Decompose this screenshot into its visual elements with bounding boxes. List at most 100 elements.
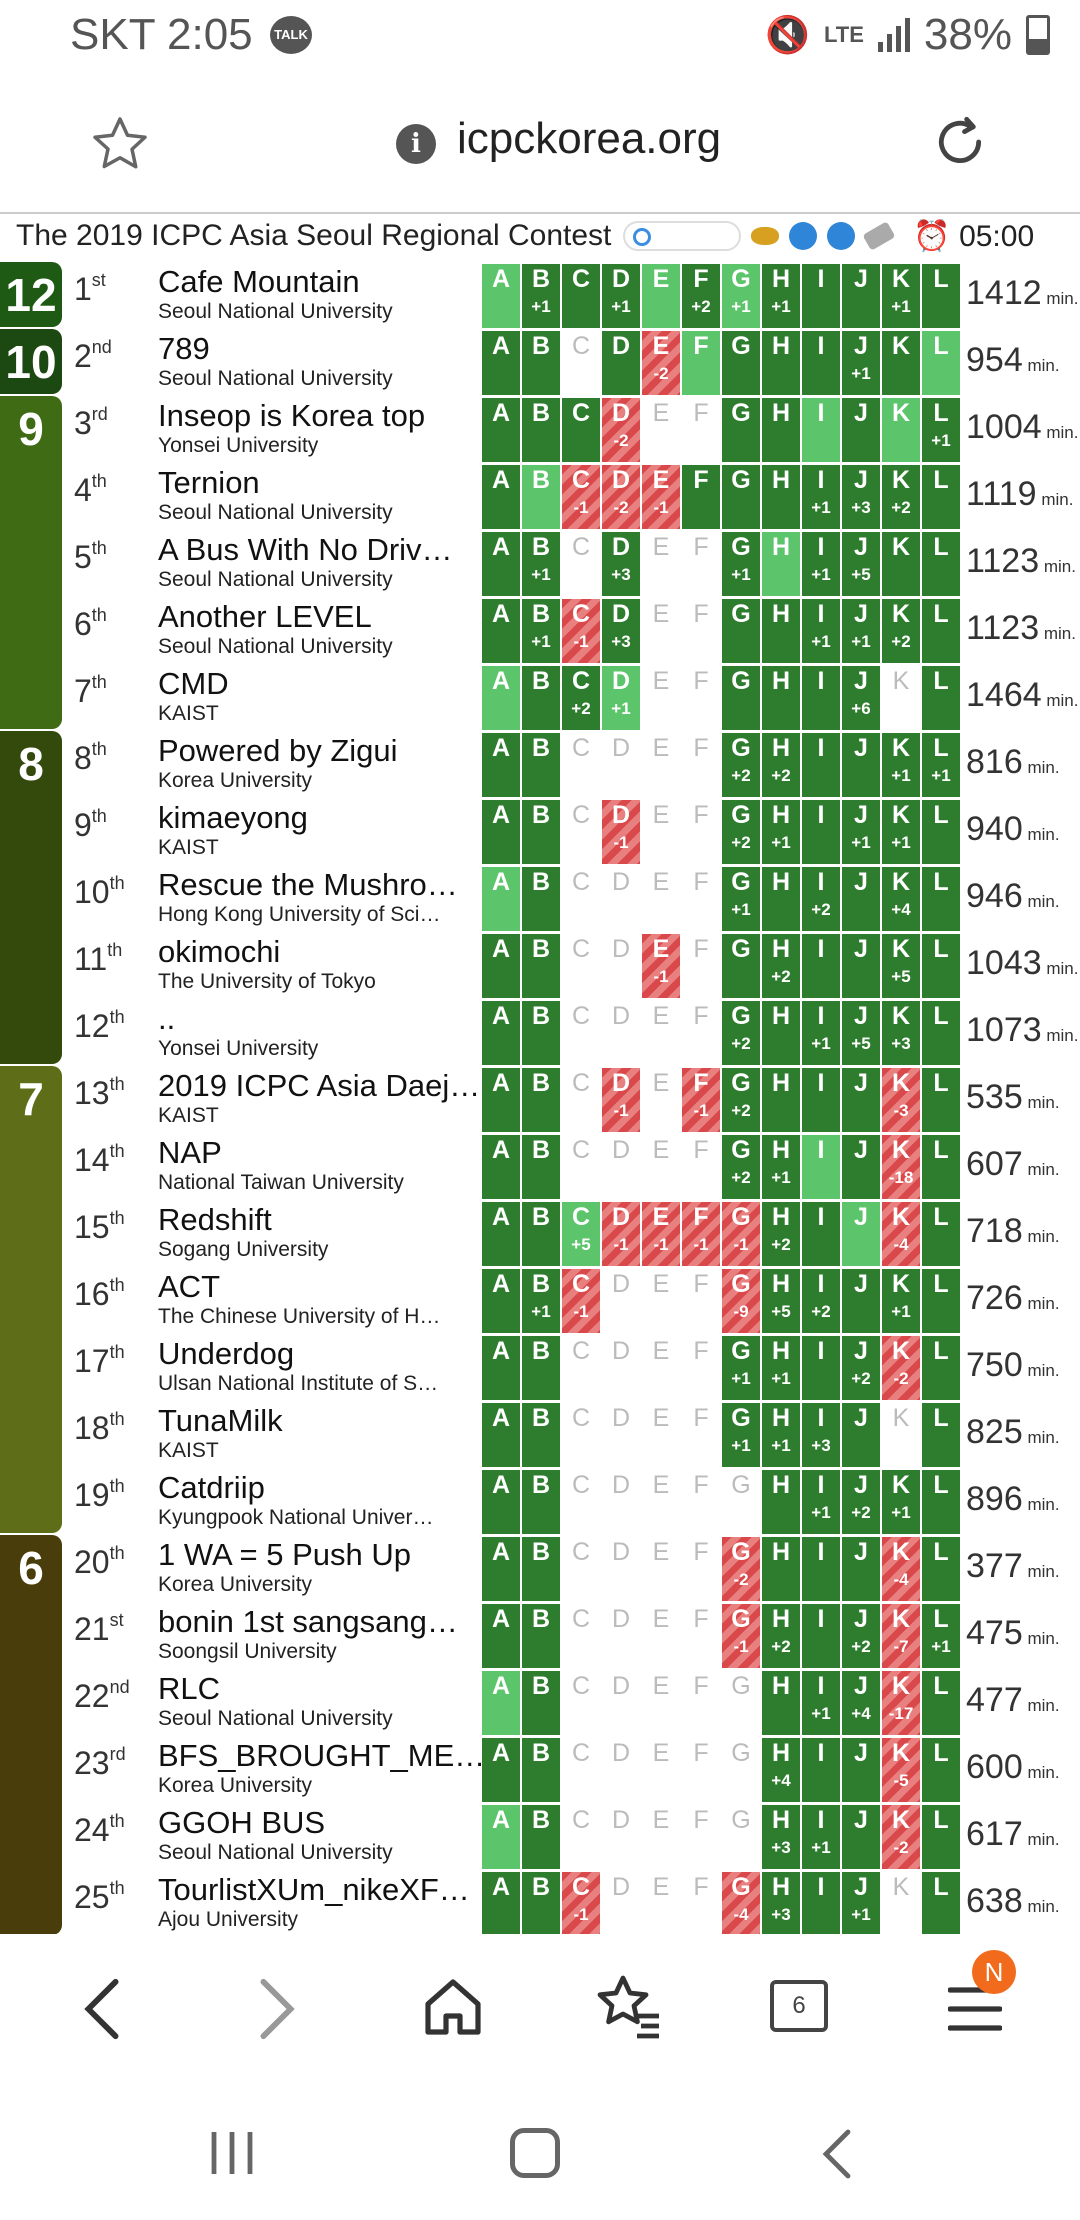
problem-cell[interactable]: K +3 <box>882 1001 920 1065</box>
problem-cell[interactable]: G -4 <box>722 1872 760 1934</box>
problem-cell[interactable]: F -1 <box>682 1202 720 1266</box>
problem-cell[interactable]: K +2 <box>882 465 920 529</box>
table-row[interactable]: 16th ACT The Chinese University of H… A B +1 C… <box>0 1267 1080 1334</box>
problem-cell[interactable]: J +5 <box>842 532 880 596</box>
problem-cell[interactable]: I <box>802 331 840 395</box>
problem-cell[interactable]: A <box>482 1738 520 1802</box>
problem-cell[interactable]: B <box>522 934 560 998</box>
problem-cell[interactable]: E -1 <box>642 934 680 998</box>
problem-cell[interactable]: D <box>602 1872 640 1934</box>
problem-cell[interactable]: J +2 <box>842 1604 880 1668</box>
problem-cell[interactable]: L <box>922 1202 960 1266</box>
table-row[interactable]: 24th GGOH BUS Seoul National University A B C… <box>0 1803 1080 1870</box>
problem-cell[interactable]: A <box>482 1671 520 1735</box>
problem-cell[interactable]: D <box>602 934 640 998</box>
team-name[interactable]: bonin 1st sangsang… <box>158 1604 458 1639</box>
team-name[interactable]: okimochi <box>158 934 281 969</box>
team-name[interactable]: kimaeyong <box>158 800 308 835</box>
problem-cell[interactable]: B +1 <box>522 599 560 663</box>
table-row[interactable]: 6th Another LEVEL Seoul National Universit… <box>0 597 1080 664</box>
problem-cell[interactable]: A <box>482 1001 520 1065</box>
team-name[interactable]: TunaMilk <box>158 1403 283 1438</box>
problem-cell[interactable]: B +1 <box>522 264 560 328</box>
problem-cell[interactable]: A <box>482 1336 520 1400</box>
problem-cell[interactable]: B +1 <box>522 532 560 596</box>
problem-cell[interactable]: I <box>802 1135 840 1199</box>
notify-icon[interactable] <box>862 221 896 251</box>
problem-cell[interactable]: B <box>522 1135 560 1199</box>
problem-cell[interactable]: B <box>522 1805 560 1869</box>
problem-cell[interactable]: L <box>922 1805 960 1869</box>
problem-cell[interactable]: K +1 <box>882 264 920 328</box>
problem-cell[interactable]: A <box>482 1403 520 1467</box>
problem-cell[interactable]: J +1 <box>842 599 880 663</box>
problem-cell[interactable]: G +2 <box>722 1001 760 1065</box>
problem-cell[interactable]: F <box>682 733 720 797</box>
problem-cell[interactable]: A <box>482 666 520 730</box>
problem-cell[interactable]: J <box>842 1738 880 1802</box>
home-icon[interactable] <box>420 1974 486 2040</box>
problem-cell[interactable]: H +1 <box>762 264 800 328</box>
problem-cell[interactable]: C <box>562 1001 600 1065</box>
problem-cell[interactable]: J <box>842 1537 880 1601</box>
problem-cell[interactable]: B <box>522 398 560 462</box>
problem-cell[interactable]: A <box>482 867 520 931</box>
problem-cell[interactable]: I +1 <box>802 1470 840 1534</box>
problem-cell[interactable]: F -1 <box>682 1068 720 1132</box>
problem-cell[interactable]: D <box>602 1537 640 1601</box>
problem-cell[interactable]: F <box>682 1269 720 1333</box>
back-nav-icon[interactable] <box>820 2128 854 2180</box>
problem-cell[interactable]: L <box>922 331 960 395</box>
problem-cell[interactable]: F <box>682 1336 720 1400</box>
team-name[interactable]: Catdriip <box>158 1470 265 1505</box>
problem-cell[interactable]: D -2 <box>602 398 640 462</box>
table-row[interactable]: 19th Catdriip Kyungpook National Univer… A B… <box>0 1468 1080 1535</box>
problem-cell[interactable]: D <box>602 733 640 797</box>
problem-cell[interactable]: L <box>922 264 960 328</box>
problem-cell[interactable]: L <box>922 1738 960 1802</box>
refresh-icon[interactable] <box>789 222 818 250</box>
problem-cell[interactable]: I <box>802 398 840 462</box>
problem-cell[interactable]: L <box>922 867 960 931</box>
problem-cell[interactable]: F <box>682 532 720 596</box>
problem-cell[interactable]: K +1 <box>882 733 920 797</box>
problem-cell[interactable]: H +4 <box>762 1738 800 1802</box>
problem-cell[interactable]: C <box>562 1403 600 1467</box>
problem-cell[interactable]: G <box>722 1470 760 1534</box>
problem-cell[interactable]: B <box>522 1671 560 1735</box>
problem-cell[interactable]: A <box>482 599 520 663</box>
problem-cell[interactable]: H +2 <box>762 1202 800 1266</box>
problem-cell[interactable]: E <box>642 1135 680 1199</box>
problem-cell[interactable]: K <box>882 398 920 462</box>
pause-icon[interactable] <box>827 222 856 250</box>
problem-cell[interactable]: K <box>882 331 920 395</box>
problem-cell[interactable]: F <box>682 1604 720 1668</box>
problem-cell[interactable]: D <box>602 1269 640 1333</box>
team-name[interactable]: .. <box>158 1001 176 1036</box>
problem-cell[interactable]: G <box>722 1738 760 1802</box>
problem-cell[interactable]: F <box>682 1872 720 1934</box>
problem-cell[interactable]: H +3 <box>762 1872 800 1934</box>
problem-cell[interactable]: E <box>642 1604 680 1668</box>
problem-cell[interactable]: F <box>682 331 720 395</box>
problem-cell[interactable]: G <box>722 934 760 998</box>
problem-cell[interactable]: B <box>522 1470 560 1534</box>
problem-cell[interactable]: I <box>802 1738 840 1802</box>
problem-cell[interactable]: I +1 <box>802 1805 840 1869</box>
problem-cell[interactable]: G +2 <box>722 800 760 864</box>
problem-cell[interactable]: J +4 <box>842 1671 880 1735</box>
problem-cell[interactable]: I <box>802 1604 840 1668</box>
problem-cell[interactable]: E <box>642 1872 680 1934</box>
problem-cell[interactable]: J +2 <box>842 1470 880 1534</box>
problem-cell[interactable]: J <box>842 1403 880 1467</box>
team-name[interactable]: ACT <box>158 1269 220 1304</box>
problem-cell[interactable]: J <box>842 264 880 328</box>
problem-cell[interactable]: C <box>562 532 600 596</box>
problem-cell[interactable]: G <box>722 331 760 395</box>
problem-cell[interactable]: E -2 <box>642 331 680 395</box>
problem-cell[interactable]: C <box>562 867 600 931</box>
problem-cell[interactable]: B <box>522 331 560 395</box>
problem-cell[interactable]: B <box>522 1403 560 1467</box>
problem-cell[interactable]: D -1 <box>602 1202 640 1266</box>
table-row[interactable]: 14th NAP National Taiwan University A B C D E F G… <box>0 1133 1080 1200</box>
